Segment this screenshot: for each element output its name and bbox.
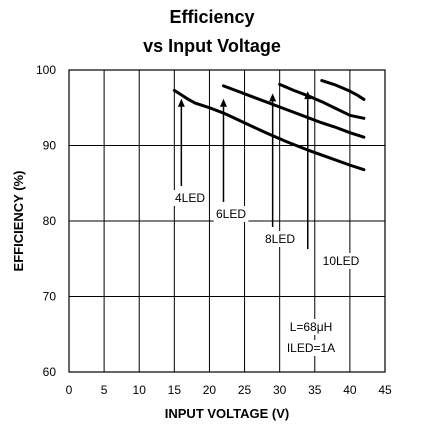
x-tick-label: 35	[308, 383, 322, 397]
y-tick-label: 70	[43, 290, 57, 304]
series-line-6led	[221, 84, 366, 139]
annotation-arrow-head	[304, 91, 312, 100]
annotation-6led: 6LED	[216, 207, 246, 221]
annotation-label-background	[320, 253, 362, 269]
annotation-label-background	[286, 319, 336, 335]
tick-labels: 0 5 10 15 20 25 30 35 40 45 60 70 80 90 100	[36, 63, 392, 397]
y-tick-label: 90	[43, 139, 57, 153]
annotation-arrow-head	[269, 93, 277, 102]
series-line-4led	[172, 88, 366, 172]
x-tick-label: 45	[378, 383, 392, 397]
x-tick-label: 5	[101, 383, 108, 397]
x-tick-label: 10	[133, 383, 147, 397]
annotation-4led: 4LED	[175, 191, 205, 205]
series-line-8led	[278, 82, 366, 120]
y-tick-label: 80	[43, 214, 57, 228]
annotation-10led: 10LED	[323, 254, 360, 268]
y-axis-title: EFFICIENCY (%)	[11, 171, 26, 272]
x-tick-label: 30	[273, 383, 287, 397]
y-tick-label: 60	[43, 365, 57, 379]
series-line-10led	[320, 79, 366, 101]
annotation-l-68-h: L=68μH	[290, 320, 333, 334]
chart-title-line-2: vs Input Voltage	[143, 36, 281, 56]
annotation-8led: 8LED	[265, 232, 295, 246]
annotation-label-background	[282, 340, 340, 356]
annotation-arrow-head	[177, 98, 185, 107]
x-axis-title: INPUT VOLTAGE (V)	[165, 406, 289, 421]
annotation-label-background	[172, 190, 208, 206]
annotation-arrow-head	[219, 98, 227, 107]
y-tick-label: 100	[36, 63, 56, 77]
annotations: 4LED 6LED 8LED 10LED L=68μH ILED=1A	[172, 91, 362, 356]
x-tick-label: 0	[66, 383, 73, 397]
annotation-label-background	[213, 206, 249, 222]
series-lines	[172, 79, 366, 172]
x-tick-label: 15	[168, 383, 182, 397]
x-tick-label: 40	[343, 383, 357, 397]
x-tick-label: 20	[203, 383, 217, 397]
annotation-iled-1a: ILED=1A	[287, 341, 335, 355]
x-tick-label: 25	[238, 383, 252, 397]
annotation-label-background	[262, 231, 298, 247]
chart-title-line-1: Efficiency	[169, 7, 254, 27]
